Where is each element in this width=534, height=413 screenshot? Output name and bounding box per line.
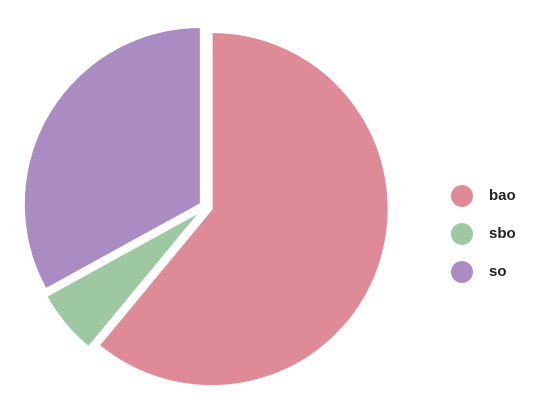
legend-label: bao: [489, 187, 516, 204]
pie-slice: [97, 31, 390, 388]
pie: [22, 25, 390, 388]
legend: bao sbo so: [451, 185, 516, 283]
pie-slice: [22, 25, 202, 291]
pie-slice: [44, 209, 203, 349]
legend-swatch: [451, 223, 473, 245]
legend-label: so: [489, 263, 507, 280]
legend-label: sbo: [489, 225, 516, 242]
legend-swatch: [451, 261, 473, 283]
legend-swatch: [451, 185, 473, 207]
